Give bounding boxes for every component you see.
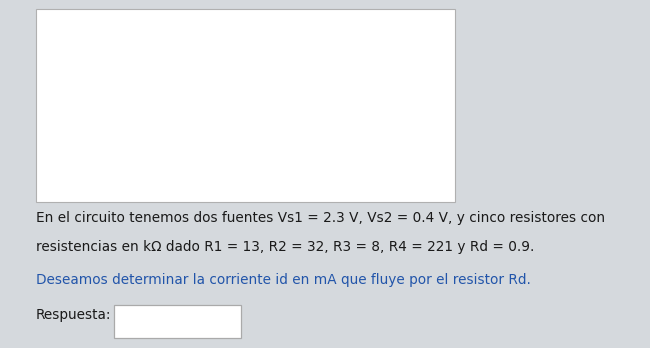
Text: +: + — [293, 105, 303, 116]
Text: $V_{s_1}$: $V_{s_1}$ — [47, 105, 64, 122]
Text: $R_o$: $R_o$ — [254, 33, 269, 48]
Text: Respuesta:: Respuesta: — [36, 308, 111, 322]
Text: $R_2$: $R_2$ — [148, 33, 162, 48]
Text: resistencias en kΩ dado R1 = 13, R2 = 32, R3 = 8, R4 = 221 y Rd = 0.9.: resistencias en kΩ dado R1 = 13, R2 = 32… — [36, 240, 534, 254]
Text: +: + — [250, 128, 258, 139]
Text: $R_4$: $R_4$ — [233, 33, 248, 48]
Text: $V_{s_2}$: $V_{s_2}$ — [312, 105, 330, 122]
Text: $R_d$: $R_d$ — [199, 33, 215, 48]
Text: $i_d$: $i_d$ — [203, 74, 213, 88]
Text: En el circuito tenemos dos fuentes Vs1 = 2.3 V, Vs2 = 0.4 V, y cinco resistores : En el circuito tenemos dos fuentes Vs1 =… — [36, 211, 605, 224]
Text: +: + — [173, 128, 181, 139]
Text: Deseamos determinar la corriente id en mA que fluye por el resistor Rd.: Deseamos determinar la corriente id en m… — [36, 273, 530, 287]
Text: $R_1$: $R_1$ — [114, 33, 128, 48]
Text: +: + — [73, 105, 83, 116]
